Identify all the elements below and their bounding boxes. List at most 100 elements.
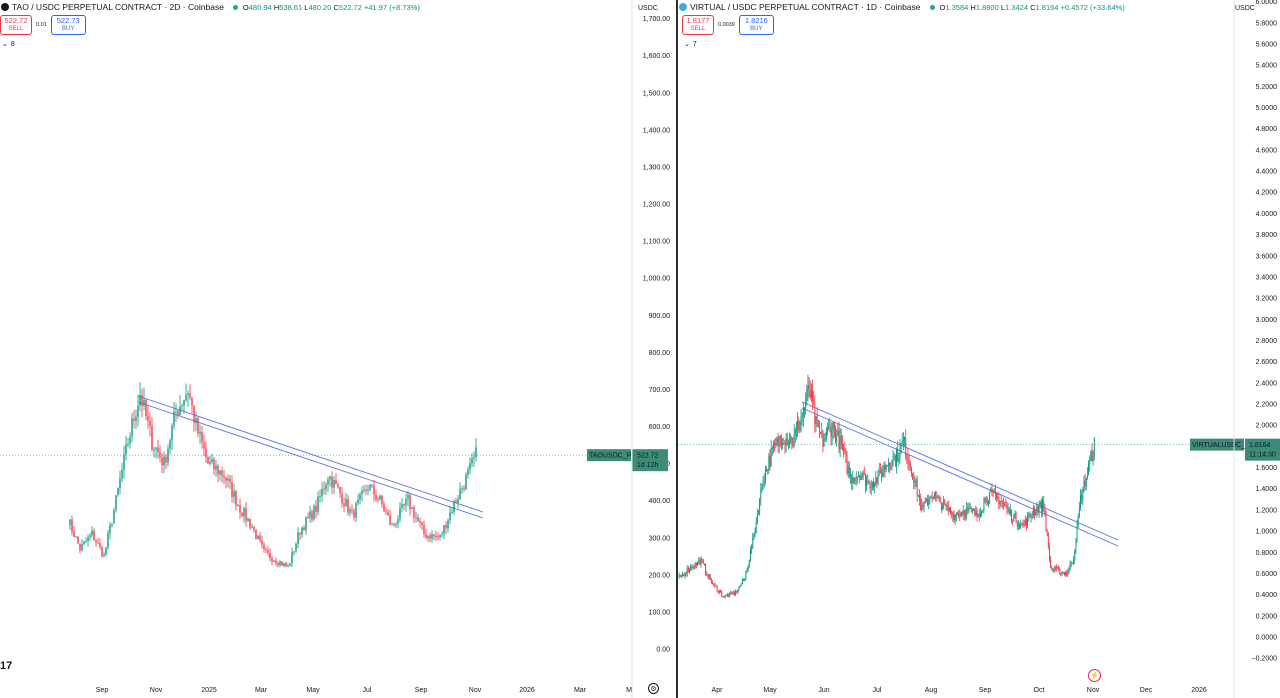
candle-body [891, 464, 893, 469]
candle-body [1040, 501, 1042, 512]
candle-body [197, 418, 199, 434]
candle-body [710, 579, 712, 583]
candle-body [723, 596, 725, 598]
trendline-upper[interactable] [137, 395, 484, 513]
spread-value: 0.01 [36, 22, 47, 28]
candle-body [1089, 460, 1091, 464]
candle-body [433, 534, 435, 537]
y-tick-label: 1.0000 [1256, 529, 1278, 536]
tao-chart-pane[interactable]: TAO / USDC PERPETUAL CONTRACT · 2D · Coi… [0, 0, 676, 698]
candle-body [774, 443, 776, 445]
candle-body [850, 475, 851, 477]
candle-body [879, 470, 881, 474]
candle-body [993, 491, 995, 493]
candle-body [1015, 513, 1017, 523]
x-tick-label: Nov [1087, 687, 1100, 694]
candle-body [877, 471, 879, 484]
candle-body [989, 492, 991, 500]
candle-body [1077, 516, 1079, 525]
candle-body [131, 418, 133, 437]
trendline-upper[interactable] [801, 401, 1119, 541]
candle-body [351, 509, 353, 511]
candle-body [87, 537, 89, 542]
candle-body [846, 455, 848, 474]
candle-body [303, 527, 305, 531]
virtual-chart-pane[interactable]: VIRTUAL / USDC PERPETUAL CONTRACT · 1D ·… [678, 0, 1280, 698]
pane-divider[interactable] [676, 0, 678, 698]
candle-body [329, 476, 331, 480]
candle-body [796, 427, 797, 430]
candle-body [727, 594, 728, 596]
x-tick-label: Jul [363, 687, 372, 694]
indicators-toggle[interactable]: ⌄ 7 [684, 40, 697, 49]
candle-body [801, 416, 803, 418]
candle-body [423, 525, 425, 535]
candle-body [845, 451, 847, 456]
candle-body [689, 569, 690, 572]
candle-body [741, 579, 743, 585]
candle-body [855, 476, 857, 479]
candle-body [717, 591, 719, 593]
candle-body [1021, 522, 1023, 525]
candle-body [687, 568, 689, 572]
candle-body [946, 505, 948, 507]
symbol-title[interactable]: VIRTUAL / USDC PERPETUAL CONTRACT · 1D ·… [690, 2, 921, 12]
ohlc-values: O480.94 H538.61 L480.20 C522.72 +41.97 (… [242, 2, 420, 12]
candle-body [1050, 559, 1052, 568]
y-tick-label: 0.4000 [1256, 592, 1278, 599]
candle-body [814, 404, 816, 425]
gear-icon[interactable]: ⚙ [648, 683, 659, 694]
trendline-lower[interactable] [137, 401, 484, 519]
sell-button[interactable]: 1.8177 SELL [682, 15, 714, 35]
candle-body [355, 503, 357, 518]
candle-body [1023, 524, 1025, 526]
candle-body [807, 384, 809, 389]
sell-button[interactable]: 522.72 SELL [0, 15, 32, 35]
candle-body [371, 485, 373, 487]
candle-body [790, 437, 792, 442]
y-tick-label: 2.0000 [1256, 423, 1278, 430]
buy-button[interactable]: 1.8216 BUY [738, 15, 774, 35]
candle-body [889, 463, 891, 466]
candle-body [779, 436, 781, 439]
candle-body [277, 563, 279, 566]
candle-body [754, 532, 756, 537]
candle-body [321, 488, 323, 497]
buy-button[interactable]: 522.73 BUY [50, 15, 86, 35]
candle-body [836, 434, 838, 442]
candle-body [960, 512, 962, 517]
candle-body [149, 420, 151, 426]
candle-body [1073, 559, 1075, 563]
y-tick-label: 1,700.00 [643, 16, 670, 23]
currency-label: USDC [1235, 5, 1255, 12]
y-tick-label: 6.0000 [1256, 0, 1278, 6]
lightning-icon[interactable]: ⚡ [1088, 669, 1101, 682]
symbol-legend[interactable]: TAO / USDC PERPETUAL CONTRACT · 2D · Coi… [0, 0, 420, 14]
symbol-title[interactable]: TAO / USDC PERPETUAL CONTRACT · 2D · Coi… [12, 2, 224, 12]
candle-body [111, 523, 113, 526]
indicators-toggle[interactable]: ⌄ 8 [2, 40, 15, 49]
candle-body [403, 504, 405, 506]
candle-body [792, 445, 794, 447]
candle-body [1052, 568, 1054, 570]
candle-body [413, 507, 415, 518]
candle-body [281, 561, 283, 566]
candle-body [1085, 477, 1087, 487]
trendline-lower[interactable] [801, 407, 1119, 547]
candle-body [1047, 532, 1049, 546]
candle-body [986, 502, 988, 504]
symbol-legend[interactable]: VIRTUAL / USDC PERPETUAL CONTRACT · 1D ·… [678, 0, 1125, 14]
candle-body [760, 488, 762, 500]
candle-body [345, 498, 347, 506]
y-tick-label: 900.00 [649, 313, 671, 320]
candle-body [820, 431, 822, 434]
tradingview-logo[interactable]: 17 [0, 660, 13, 672]
candle-body [1036, 506, 1038, 512]
tao-price-chart[interactable]: USDC 1,700.00 1,600.00 1,500.00 1,400.00 1,30… [0, 0, 676, 698]
candle-body [693, 567, 695, 569]
candle-body [1013, 515, 1015, 522]
candle-body [1004, 503, 1006, 505]
candle-body [265, 549, 267, 551]
candle-body [743, 579, 744, 581]
